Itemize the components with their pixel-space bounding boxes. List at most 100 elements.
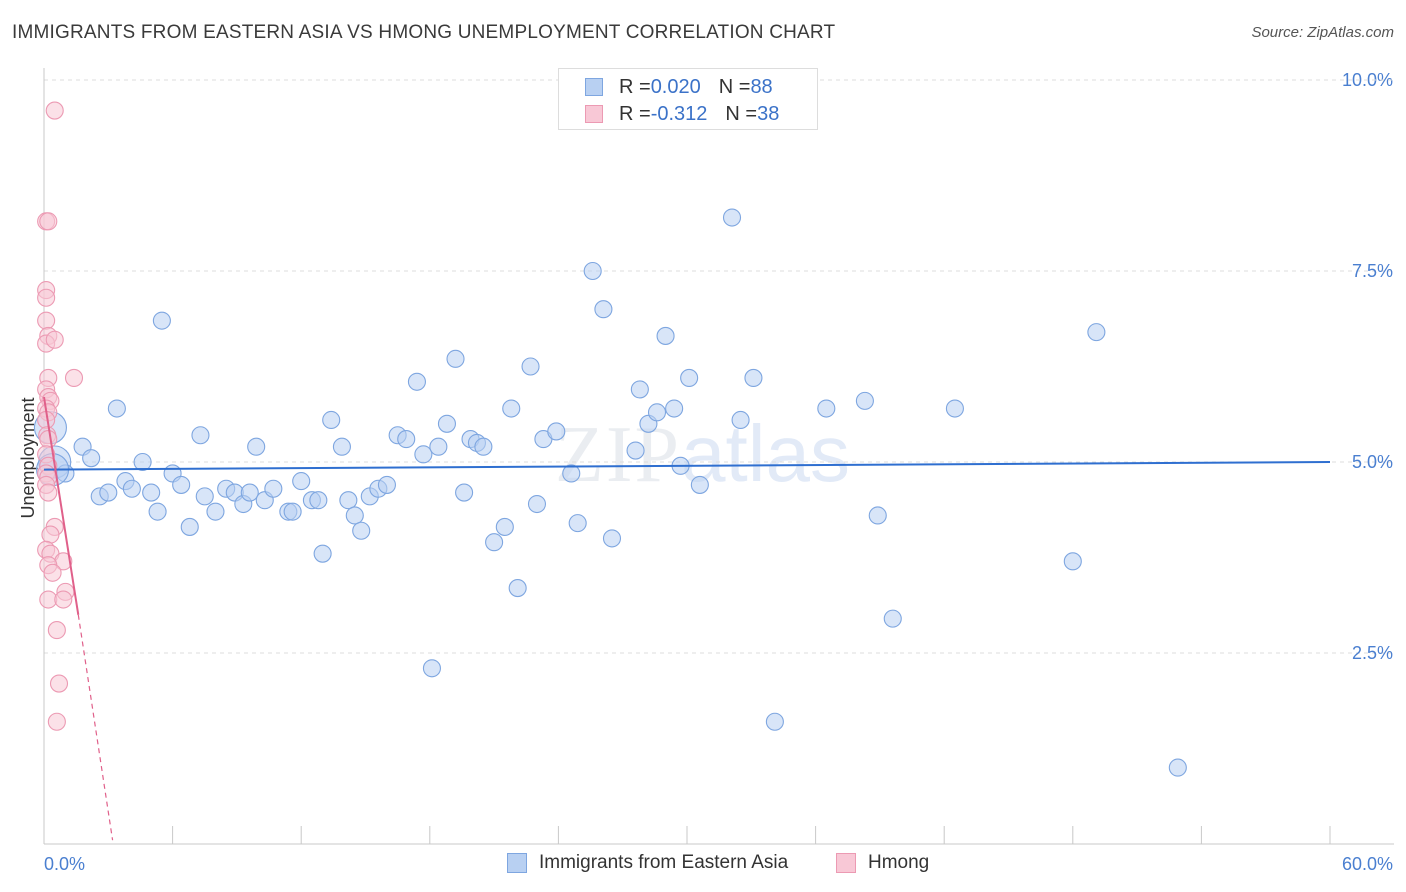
hmong-trendline (43, 396, 80, 615)
y-tick-label: 7.5% (1352, 261, 1393, 281)
hmong-trendline-extension (77, 614, 114, 841)
legend-r-label: R = (619, 102, 651, 125)
y-axis-label: Unemployment (18, 397, 38, 518)
eastern-asia-point (446, 349, 465, 368)
hmong-point (49, 674, 69, 693)
eastern-asia-point (474, 437, 493, 456)
eastern-asia-point (133, 452, 152, 472)
eastern-asia-point (547, 422, 566, 441)
eastern-asia-point (142, 483, 161, 502)
eastern-asia-point (583, 261, 602, 281)
eastern-asia-point (521, 357, 540, 376)
eastern-asia-point (240, 483, 259, 502)
eastern-asia-point (731, 410, 750, 430)
eastern-asia-point (647, 403, 667, 422)
eastern-asia-point (345, 506, 364, 525)
hmong-point (45, 101, 64, 120)
eastern-asia-point (437, 414, 456, 433)
legend-swatch-hmong (836, 853, 856, 873)
hmong-point (47, 621, 66, 640)
eastern-asia-point (680, 368, 699, 388)
legend-r-label: R = (619, 75, 651, 98)
eastern-asia-point (722, 208, 742, 227)
watermark-atlas: atlas (681, 409, 850, 498)
hmong-point (54, 590, 73, 609)
hmong-point (47, 712, 66, 731)
eastern-asia-point (309, 491, 328, 510)
hmong-point (39, 212, 58, 231)
legend-swatch-hmong (585, 105, 603, 123)
legend-n-value: 38 (757, 102, 780, 125)
eastern-asia-point (122, 479, 141, 498)
eastern-asia-point (568, 514, 587, 533)
hmong-point (41, 525, 60, 544)
eastern-asia-point (630, 380, 649, 399)
eastern-asia-point (626, 441, 645, 460)
eastern-asia-point (422, 659, 441, 678)
eastern-asia-point (429, 437, 448, 456)
eastern-asia-point (99, 483, 118, 502)
eastern-asia-point (690, 475, 709, 494)
source-label: Source: ZipAtlas.com (1251, 24, 1394, 41)
eastern-asia-point (292, 472, 311, 491)
eastern-asia-point (817, 399, 836, 418)
eastern-asia-trendline (43, 461, 1331, 471)
eastern-asia-point (247, 437, 266, 456)
legend-swatch-eastern-asia (507, 853, 527, 873)
legend-r-value: -0.312 (650, 102, 708, 125)
eastern-asia-point (883, 609, 902, 628)
chart-title: IMMIGRANTS FROM EASTERN ASIA VS HMONG UN… (12, 22, 836, 43)
legend-row-eastern-asia: R = 0.020 N = 88 (585, 74, 773, 100)
legend-r-value: 0.020 (650, 75, 701, 98)
eastern-asia-point (1168, 758, 1187, 777)
eastern-asia-point (485, 533, 504, 552)
eastern-asia-point (264, 479, 283, 498)
hmong-point (43, 563, 62, 582)
eastern-asia-point (656, 326, 675, 345)
hmong-point (39, 590, 58, 609)
eastern-asia-point (322, 410, 341, 430)
hmong-point (39, 430, 58, 449)
eastern-asia-point (313, 544, 332, 563)
x-tick-label: 60.0% (1342, 854, 1393, 874)
eastern-asia-point (82, 449, 101, 468)
eastern-asia-point (495, 517, 514, 536)
eastern-asia-point (107, 399, 126, 418)
eastern-asia-point (455, 483, 474, 502)
legend-label-eastern-asia: Immigrants from Eastern Asia (539, 852, 789, 873)
eastern-asia-point (665, 399, 684, 418)
eastern-asia-point (377, 475, 396, 494)
correlation-legend: R = 0.020 N = 88 R = -0.312 N = 38 (558, 68, 818, 130)
legend-n-label: N = (725, 102, 758, 125)
legend-n-label: N = (718, 75, 751, 98)
hmong-point (45, 330, 64, 349)
eastern-asia-point (594, 300, 613, 319)
eastern-asia-point (502, 399, 521, 418)
eastern-asia-point (152, 311, 171, 330)
legend-item-hmong: Hmong (836, 852, 929, 874)
eastern-asia-point (1063, 552, 1082, 571)
series-legend: Immigrants from Eastern Asia Hmong (0, 852, 1406, 878)
y-tick-label: 5.0% (1352, 452, 1393, 472)
eastern-asia-point (195, 487, 214, 506)
hmong-point (37, 311, 56, 330)
hmong-point (37, 288, 56, 307)
eastern-asia-point (332, 437, 351, 456)
eastern-asia-point (602, 529, 622, 548)
legend-label-hmong: Hmong (868, 852, 930, 873)
x-tick-label: 0.0% (44, 854, 85, 874)
eastern-asia-point (744, 368, 763, 388)
eastern-asia-point (180, 517, 199, 536)
eastern-asia-point (172, 475, 191, 494)
hmong-point (64, 368, 84, 388)
eastern-asia-point (191, 426, 210, 445)
eastern-asia-point (765, 712, 784, 731)
legend-item-eastern-asia: Immigrants from Eastern Asia (507, 852, 788, 874)
legend-row-hmong: R = -0.312 N = 38 (585, 101, 779, 127)
legend-n-value: 88 (750, 75, 773, 98)
hmong-point (39, 483, 58, 502)
eastern-asia-point (562, 464, 581, 483)
watermark-zip: ZIP (555, 411, 681, 499)
legend-swatch-eastern-asia (585, 78, 603, 96)
eastern-asia-point (148, 502, 167, 521)
